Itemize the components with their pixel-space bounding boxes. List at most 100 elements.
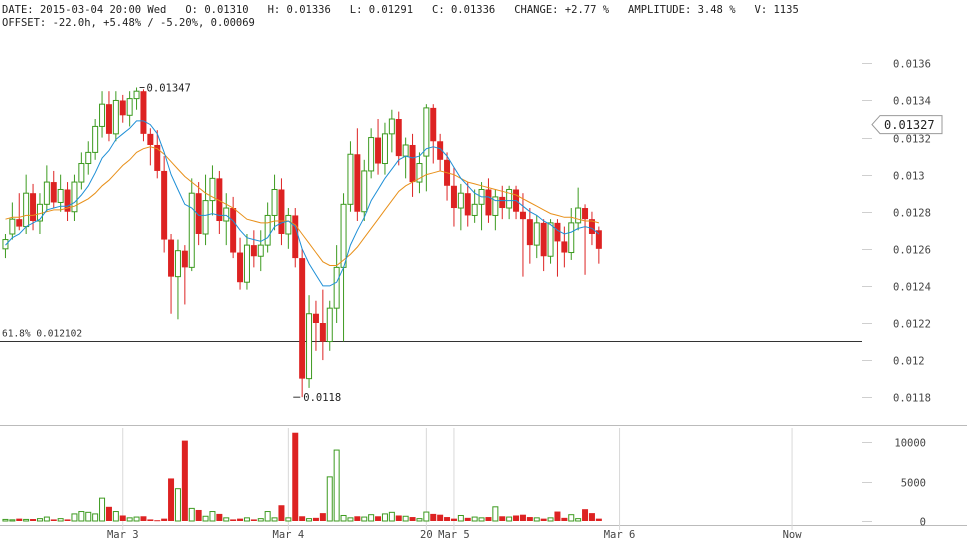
candle-body[interactable] <box>457 192 464 209</box>
candle-body[interactable] <box>319 323 326 342</box>
candle-body[interactable] <box>361 170 368 213</box>
candle-body[interactable] <box>423 107 430 157</box>
candle-body[interactable] <box>381 133 388 165</box>
candle-body[interactable] <box>243 244 250 283</box>
candle-body[interactable] <box>519 211 526 220</box>
candle-body[interactable] <box>506 188 513 209</box>
volume-bar <box>9 519 16 522</box>
candle-body[interactable] <box>105 104 112 134</box>
volume-bar <box>119 515 126 521</box>
candle-body[interactable] <box>154 144 161 171</box>
candle-body[interactable] <box>595 230 602 249</box>
candle-body[interactable] <box>209 177 216 202</box>
candle-body[interactable] <box>2 239 9 250</box>
candle-body[interactable] <box>450 185 457 209</box>
candle-body[interactable] <box>30 193 37 222</box>
candle-body[interactable] <box>554 222 561 242</box>
candle-body[interactable] <box>588 219 595 234</box>
candle-body[interactable] <box>257 244 264 257</box>
volume-bar <box>230 519 237 521</box>
candle-body[interactable] <box>188 192 195 268</box>
volume-bar <box>375 516 382 521</box>
candle-body[interactable] <box>168 239 175 277</box>
candle-body[interactable] <box>64 189 71 212</box>
candle-body[interactable] <box>71 181 78 213</box>
candle-body[interactable] <box>340 203 347 268</box>
candle-body[interactable] <box>499 196 506 209</box>
candle-body[interactable] <box>492 196 499 216</box>
candle-body[interactable] <box>402 144 409 157</box>
volume-bar <box>36 518 43 522</box>
candle-body[interactable] <box>292 215 299 259</box>
candle-body[interactable] <box>375 137 382 164</box>
candle-body[interactable] <box>126 98 133 116</box>
candle-body[interactable] <box>112 99 119 135</box>
candle-body[interactable] <box>223 207 230 222</box>
candle-body[interactable] <box>430 107 437 142</box>
candle-body[interactable] <box>582 208 589 220</box>
candle-body[interactable] <box>250 245 257 257</box>
candle-body[interactable] <box>216 178 223 222</box>
volume-label: V: <box>754 4 768 16</box>
candle-body[interactable] <box>174 250 181 278</box>
candle-body[interactable] <box>388 118 395 135</box>
candle-body[interactable] <box>16 219 23 227</box>
candle-body[interactable] <box>119 100 126 116</box>
volume-bar <box>568 514 575 522</box>
candle-body[interactable] <box>540 222 547 257</box>
volume-bar <box>292 432 299 521</box>
candle-body[interactable] <box>237 252 244 283</box>
candle-body[interactable] <box>133 90 140 100</box>
volume-bar <box>347 517 354 522</box>
candle-body[interactable] <box>561 241 568 253</box>
candle-body[interactable] <box>312 313 319 324</box>
candle-body[interactable] <box>43 181 50 205</box>
volume-tick-label: 10000 <box>894 438 926 450</box>
candle-body[interactable] <box>92 125 99 153</box>
candle-body[interactable] <box>278 189 285 234</box>
candle-body[interactable] <box>271 188 278 216</box>
candle-body[interactable] <box>416 163 423 183</box>
high-marker-label: 0.01347 <box>147 82 191 94</box>
candle-body[interactable] <box>285 214 292 235</box>
price-tick-label: 0.0118 <box>893 393 931 405</box>
candle-body[interactable] <box>140 91 147 134</box>
volume-bar <box>575 518 582 522</box>
candle-body[interactable] <box>195 193 202 234</box>
candle-body[interactable] <box>347 153 354 205</box>
candle-body[interactable] <box>409 144 416 183</box>
candle-body[interactable] <box>354 154 361 212</box>
candle-body[interactable] <box>464 193 471 216</box>
candle-body[interactable] <box>161 170 168 240</box>
candle-body[interactable] <box>526 219 533 246</box>
candle-body[interactable] <box>326 307 333 343</box>
candle-body[interactable] <box>50 182 57 203</box>
candle-body[interactable] <box>230 208 237 253</box>
candle-body[interactable] <box>333 266 340 309</box>
volume-bar <box>444 517 451 521</box>
candle-body[interactable] <box>23 192 30 228</box>
candle-body[interactable] <box>181 250 188 268</box>
candle-body[interactable] <box>78 163 85 183</box>
candle-body[interactable] <box>264 214 271 246</box>
candle-body[interactable] <box>202 200 209 235</box>
candle-body[interactable] <box>57 188 64 203</box>
candle-body[interactable] <box>306 313 313 380</box>
candle-body[interactable] <box>99 103 106 127</box>
candle-body[interactable] <box>368 137 375 172</box>
candle-body[interactable] <box>575 207 582 224</box>
candle-body[interactable] <box>85 151 92 165</box>
candle-body[interactable] <box>471 203 478 216</box>
candle-body[interactable] <box>437 141 444 160</box>
candle-body[interactable] <box>533 222 540 246</box>
candle-body[interactable] <box>9 218 16 235</box>
candle-body[interactable] <box>568 222 575 254</box>
candle-body[interactable] <box>485 189 492 216</box>
volume-tick-label: 0 <box>920 517 926 529</box>
candle-body[interactable] <box>299 258 306 379</box>
candle-body[interactable] <box>547 222 554 257</box>
candle-body[interactable] <box>147 133 154 145</box>
candle-body[interactable] <box>395 119 402 157</box>
volume-bar <box>416 518 423 522</box>
